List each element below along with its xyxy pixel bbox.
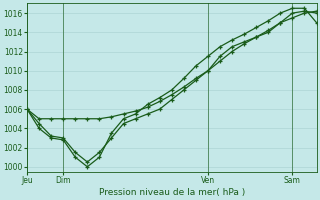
X-axis label: Pression niveau de la mer( hPa ): Pression niveau de la mer( hPa ) [99,188,245,197]
